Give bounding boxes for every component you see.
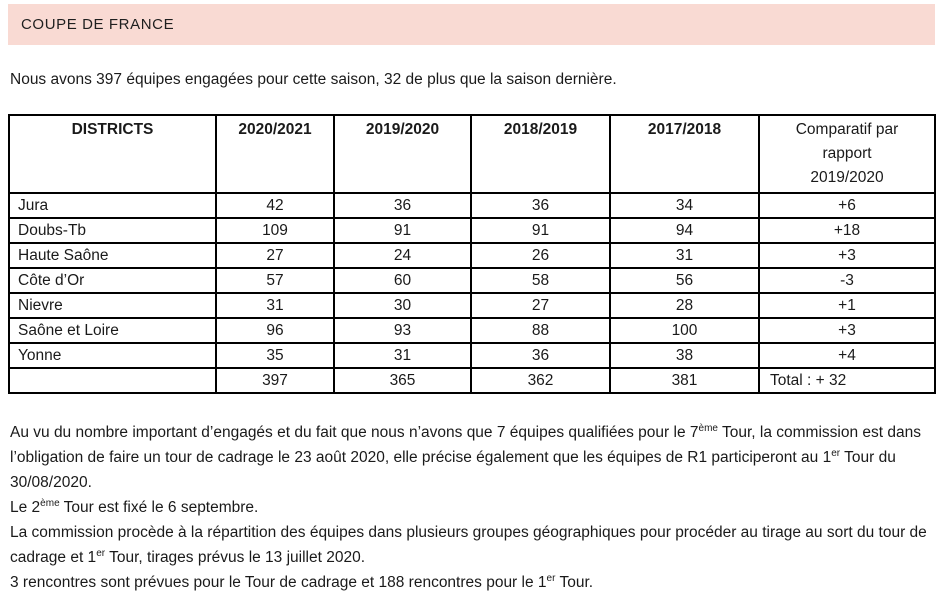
table-cell: +18 bbox=[758, 217, 936, 244]
table-row: Haute Saône 27 24 26 31 +3 bbox=[8, 242, 936, 269]
table-cell: 60 bbox=[333, 267, 472, 294]
superscript: er bbox=[96, 547, 106, 559]
column-header: 2019/2020 bbox=[333, 114, 472, 194]
column-header: DISTRICTS bbox=[8, 114, 217, 194]
table-cell: +6 bbox=[758, 192, 936, 219]
table-cell: Côte d’Or bbox=[8, 267, 217, 294]
text-segment: Tour. bbox=[555, 574, 594, 591]
intro-text: Nous avons 397 équipes engagées pour cet… bbox=[10, 71, 617, 88]
superscript: ème bbox=[40, 497, 60, 509]
table-cell: 31 bbox=[215, 292, 335, 319]
table-cell: 24 bbox=[333, 242, 472, 269]
table-cell: 91 bbox=[470, 217, 611, 244]
table-cell: 30 bbox=[333, 292, 472, 319]
table-cell: Saône et Loire bbox=[8, 317, 217, 344]
text-segment: Tour est fixé le 6 septembre. bbox=[59, 499, 259, 516]
text-segment: Le 2 bbox=[10, 499, 41, 516]
column-header: 2018/2019 bbox=[470, 114, 611, 194]
text-segment: Tour, tirages prévus le 13 juillet 2020. bbox=[105, 549, 366, 566]
table-cell: 109 bbox=[215, 217, 335, 244]
paragraph: 3 rencontres sont prévues pour le Tour d… bbox=[10, 570, 933, 595]
table-cell: 36 bbox=[470, 192, 611, 219]
table-cell: 88 bbox=[470, 317, 611, 344]
table-cell: 96 bbox=[215, 317, 335, 344]
column-header: 2017/2018 bbox=[609, 114, 760, 194]
table-cell: 26 bbox=[470, 242, 611, 269]
table-cell: 365 bbox=[333, 367, 472, 394]
paragraph: Au vu du nombre important d’engagés et d… bbox=[10, 420, 933, 495]
table-cell: -3 bbox=[758, 267, 936, 294]
table-cell: 381 bbox=[609, 367, 760, 394]
paragraph: Le 2ème Tour est fixé le 6 septembre. bbox=[10, 495, 933, 520]
section-title: COUPE DE FRANCE bbox=[21, 16, 175, 33]
table-cell: 28 bbox=[609, 292, 760, 319]
districts-table: DISTRICTS 2020/2021 2019/2020 2018/2019 2017… bbox=[8, 114, 936, 394]
table-cell: 38 bbox=[609, 342, 760, 369]
table-cell: 42 bbox=[215, 192, 335, 219]
table-cell: 58 bbox=[470, 267, 611, 294]
table-cell: 57 bbox=[215, 267, 335, 294]
column-header: 2020/2021 bbox=[215, 114, 335, 194]
text-segment: Tour du 30/08/2020. bbox=[10, 449, 896, 491]
table-cell: Haute Saône bbox=[8, 242, 217, 269]
text-segment: 3 rencontres sont prévues pour le Tour d… bbox=[10, 574, 547, 591]
table-cell: 36 bbox=[333, 192, 472, 219]
table-row: Jura 42 36 36 34 +6 bbox=[8, 192, 936, 219]
table-cell: 91 bbox=[333, 217, 472, 244]
table-cell: 27 bbox=[470, 292, 611, 319]
table-cell: 31 bbox=[333, 342, 472, 369]
section-header: COUPE DE FRANCE bbox=[8, 4, 935, 45]
table-cell: 362 bbox=[470, 367, 611, 394]
text-segment: Tour, la commission est dans l’obligatio… bbox=[10, 424, 921, 466]
table-body: Jura 42 36 36 34 +6 Doubs-Tb 109 91 91 94 +18 Haute … bbox=[8, 192, 936, 394]
table-cell: Total : + 32 bbox=[758, 367, 936, 394]
table-cell: Doubs-Tb bbox=[8, 217, 217, 244]
table-row: Côte d’Or 57 60 58 56 -3 bbox=[8, 267, 936, 294]
table-cell: 34 bbox=[609, 192, 760, 219]
text-segment: La commission procède à la répartition d… bbox=[10, 524, 927, 566]
superscript: er bbox=[831, 447, 841, 459]
table-cell: 36 bbox=[470, 342, 611, 369]
table-cell: +1 bbox=[758, 292, 936, 319]
table-cell: 93 bbox=[333, 317, 472, 344]
table-cell: Yonne bbox=[8, 342, 217, 369]
table-cell: 31 bbox=[609, 242, 760, 269]
table-row: Nievre 31 30 27 28 +1 bbox=[8, 292, 936, 319]
table-row: Doubs-Tb 109 91 91 94 +18 bbox=[8, 217, 936, 244]
table-cell: 94 bbox=[609, 217, 760, 244]
table-cell: +3 bbox=[758, 242, 936, 269]
table-cell: 27 bbox=[215, 242, 335, 269]
table-header-row: DISTRICTS 2020/2021 2019/2020 2018/2019 2017… bbox=[8, 114, 936, 194]
table-cell: Jura bbox=[8, 192, 217, 219]
table-cell bbox=[8, 367, 217, 394]
superscript: er bbox=[546, 572, 556, 584]
paragraph: La commission procède à la répartition d… bbox=[10, 520, 933, 570]
table-cell: Nievre bbox=[8, 292, 217, 319]
table-cell: +3 bbox=[758, 317, 936, 344]
table-cell: +4 bbox=[758, 342, 936, 369]
table-cell: 100 bbox=[609, 317, 760, 344]
table-row: Yonne 35 31 36 38 +4 bbox=[8, 342, 936, 369]
table-cell: 397 bbox=[215, 367, 335, 394]
table-row: Saône et Loire 96 93 88 100 +3 bbox=[8, 317, 936, 344]
superscript: ème bbox=[698, 422, 718, 434]
text-segment: Au vu du nombre important d’engagés et d… bbox=[10, 424, 699, 441]
column-header: Comparatif par rapport 2019/2020 bbox=[758, 114, 936, 194]
table-cell: 35 bbox=[215, 342, 335, 369]
table-row: 397 365 362 381 Total : + 32 bbox=[8, 367, 936, 394]
table-cell: 56 bbox=[609, 267, 760, 294]
body-text: Au vu du nombre important d’engagés et d… bbox=[10, 420, 933, 595]
